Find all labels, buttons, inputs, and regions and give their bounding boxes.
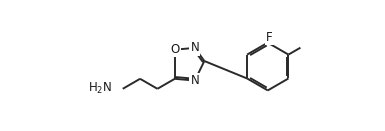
Text: N: N (191, 74, 199, 87)
Text: F: F (266, 31, 273, 44)
Text: N: N (191, 41, 199, 54)
Text: O: O (170, 43, 179, 56)
Text: H$_2$N: H$_2$N (88, 81, 112, 96)
